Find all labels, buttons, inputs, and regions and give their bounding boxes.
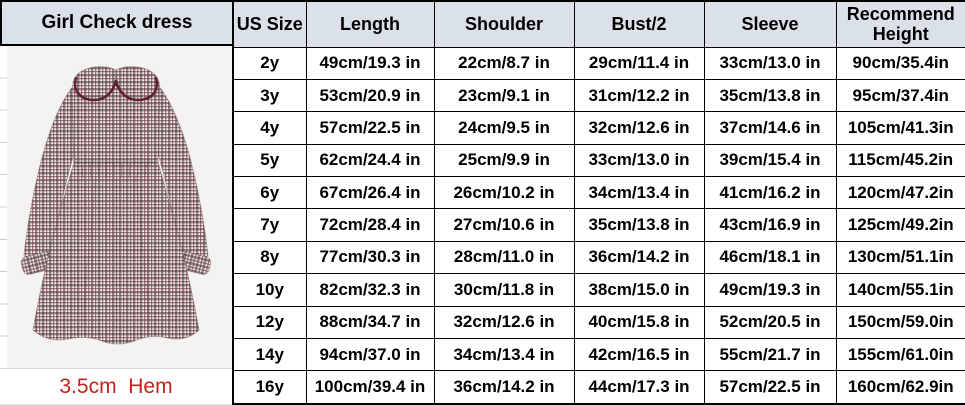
cell-length: 88cm/34.7 in — [305, 305, 435, 339]
cell-bust: 32cm/12.6 in — [573, 111, 705, 145]
cell-height: 95cm/37.4in — [835, 78, 965, 113]
table-row-4y: 4y 57cm/22.5 in 24cm/9.5 in 32cm/12.6 in… — [232, 111, 965, 145]
size-chart-table: US Size Length Shoulder Bust/2 Sleeve Re… — [232, 0, 965, 405]
cell-length: 57cm/22.5 in — [305, 111, 435, 145]
cell-us-size: 4y — [232, 111, 307, 145]
cell-shoulder: 30cm/11.8 in — [433, 273, 575, 307]
cell-shoulder: 23cm/9.1 in — [433, 78, 575, 113]
cell-shoulder: 34cm/13.4 in — [433, 337, 575, 372]
cell-height: 160cm/62.9in — [835, 370, 965, 405]
cell-us-size: 2y — [232, 46, 307, 80]
cell-bust: 33cm/13.0 in — [573, 143, 705, 178]
column-header-shoulder: Shoulder — [433, 0, 575, 48]
hem-note: 3.5cm Hem — [59, 374, 173, 398]
cell-bust: 34cm/13.4 in — [573, 175, 705, 210]
cell-length: 67cm/26.4 in — [305, 175, 435, 210]
cell-sleeve: 55cm/21.7 in — [703, 337, 837, 372]
cell-shoulder: 36cm/14.2 in — [433, 370, 575, 405]
cell-shoulder: 32cm/12.6 in — [433, 305, 575, 339]
cell-us-size: 3y — [232, 78, 307, 113]
cell-sleeve: 37cm/14.6 in — [703, 111, 837, 145]
dress-image — [20, 66, 212, 345]
cell-us-size: 16y — [232, 370, 307, 405]
cell-bust: 31cm/12.2 in — [573, 78, 705, 113]
product-title-cell: Girl Check dress — [0, 0, 232, 46]
hem-note-cell: 3.5cm Hem — [0, 368, 232, 405]
cell-us-size: 6y — [232, 175, 307, 210]
table-header-row: US Size Length Shoulder Bust/2 Sleeve Re… — [232, 0, 965, 48]
table-row-2y: 2y 49cm/19.3 in 22cm/8.7 in 29cm/11.4 in… — [232, 46, 965, 80]
cell-height: 90cm/35.4in — [835, 46, 965, 80]
cell-length: 94cm/37.0 in — [305, 337, 435, 372]
column-header-sleeve: Sleeve — [703, 0, 837, 48]
cell-height: 105cm/41.3in — [835, 111, 965, 145]
cell-sleeve: 52cm/20.5 in — [703, 305, 837, 339]
cell-sleeve: 33cm/13.0 in — [703, 46, 837, 80]
cell-height: 150cm/59.0in — [835, 305, 965, 339]
cell-bust: 35cm/13.8 in — [573, 208, 705, 242]
collar-piping — [73, 76, 118, 102]
cell-shoulder: 27cm/10.6 in — [433, 208, 575, 242]
cell-sleeve: 41cm/16.2 in — [703, 175, 837, 210]
cell-shoulder: 28cm/11.0 in — [433, 240, 575, 275]
cell-bust: 42cm/16.5 in — [573, 337, 705, 372]
cell-sleeve: 46cm/18.1 in — [703, 240, 837, 275]
column-header-length: Length — [305, 0, 435, 48]
cell-length: 77cm/30.3 in — [305, 240, 435, 275]
dress-skirt — [32, 161, 200, 345]
cell-height: 115cm/45.2in — [835, 143, 965, 178]
cell-height: 130cm/51.1in — [835, 240, 965, 275]
cell-us-size: 10y — [232, 273, 307, 307]
table-row-14y: 14y 94cm/37.0 in 34cm/13.4 in 42cm/16.5 … — [232, 337, 965, 372]
cell-length: 49cm/19.3 in — [305, 46, 435, 80]
collar-piping — [114, 76, 159, 102]
cell-bust: 44cm/17.3 in — [573, 370, 705, 405]
cell-height: 120cm/47.2in — [835, 175, 965, 210]
cell-bust: 38cm/15.0 in — [573, 273, 705, 307]
cell-sleeve: 39cm/15.4 in — [703, 143, 837, 178]
product-image-cell — [0, 46, 232, 368]
cell-shoulder: 26cm/10.2 in — [433, 175, 575, 210]
cell-us-size: 14y — [232, 337, 307, 372]
table-row-16y: 16y 100cm/39.4 in 36cm/14.2 in 44cm/17.3… — [232, 370, 965, 405]
cell-us-size: 8y — [232, 240, 307, 275]
cell-sleeve: 57cm/22.5 in — [703, 370, 837, 405]
table-row-6y: 6y 67cm/26.4 in 26cm/10.2 in 34cm/13.4 i… — [232, 175, 965, 210]
column-header-recommend-height: Recommend Height — [835, 0, 965, 48]
table-row-7y: 7y 72cm/28.4 in 27cm/10.6 in 35cm/13.8 i… — [232, 208, 965, 242]
cell-sleeve: 35cm/13.8 in — [703, 78, 837, 113]
spreadsheet-gridline-ticks — [0, 46, 7, 368]
product-title: Girl Check dress — [41, 12, 193, 33]
table-row-8y: 8y 77cm/30.3 in 28cm/11.0 in 36cm/14.2 i… — [232, 240, 965, 275]
cell-us-size: 5y — [232, 143, 307, 178]
cell-length: 62cm/24.4 in — [305, 143, 435, 178]
cell-sleeve: 43cm/16.9 in — [703, 208, 837, 242]
table-row-5y: 5y 62cm/24.4 in 25cm/9.9 in 33cm/13.0 in… — [232, 143, 965, 178]
cell-bust: 40cm/15.8 in — [573, 305, 705, 339]
cell-us-size: 7y — [232, 208, 307, 242]
cell-bust: 29cm/11.4 in — [573, 46, 705, 80]
column-header-us-size: US Size — [232, 0, 307, 48]
cell-bust: 36cm/14.2 in — [573, 240, 705, 275]
cell-length: 72cm/28.4 in — [305, 208, 435, 242]
cell-shoulder: 22cm/8.7 in — [433, 46, 575, 80]
cell-sleeve: 49cm/19.3 in — [703, 273, 837, 307]
product-panel: Girl Check dress — [0, 0, 232, 405]
cell-shoulder: 24cm/9.5 in — [433, 111, 575, 145]
cell-length: 53cm/20.9 in — [305, 78, 435, 113]
cell-height: 155cm/61.0in — [835, 337, 965, 372]
table-row-12y: 12y 88cm/34.7 in 32cm/12.6 in 40cm/15.8 … — [232, 305, 965, 339]
table-row-10y: 10y 82cm/32.3 in 30cm/11.8 in 38cm/15.0 … — [232, 273, 965, 307]
cell-us-size: 12y — [232, 305, 307, 339]
cell-height: 140cm/55.1in — [835, 273, 965, 307]
table-row-3y: 3y 53cm/20.9 in 23cm/9.1 in 31cm/12.2 in… — [232, 78, 965, 113]
cell-length: 82cm/32.3 in — [305, 273, 435, 307]
cell-length: 100cm/39.4 in — [305, 370, 435, 405]
column-header-bust: Bust/2 — [573, 0, 705, 48]
cell-shoulder: 25cm/9.9 in — [433, 143, 575, 178]
cell-height: 125cm/49.2in — [835, 208, 965, 242]
